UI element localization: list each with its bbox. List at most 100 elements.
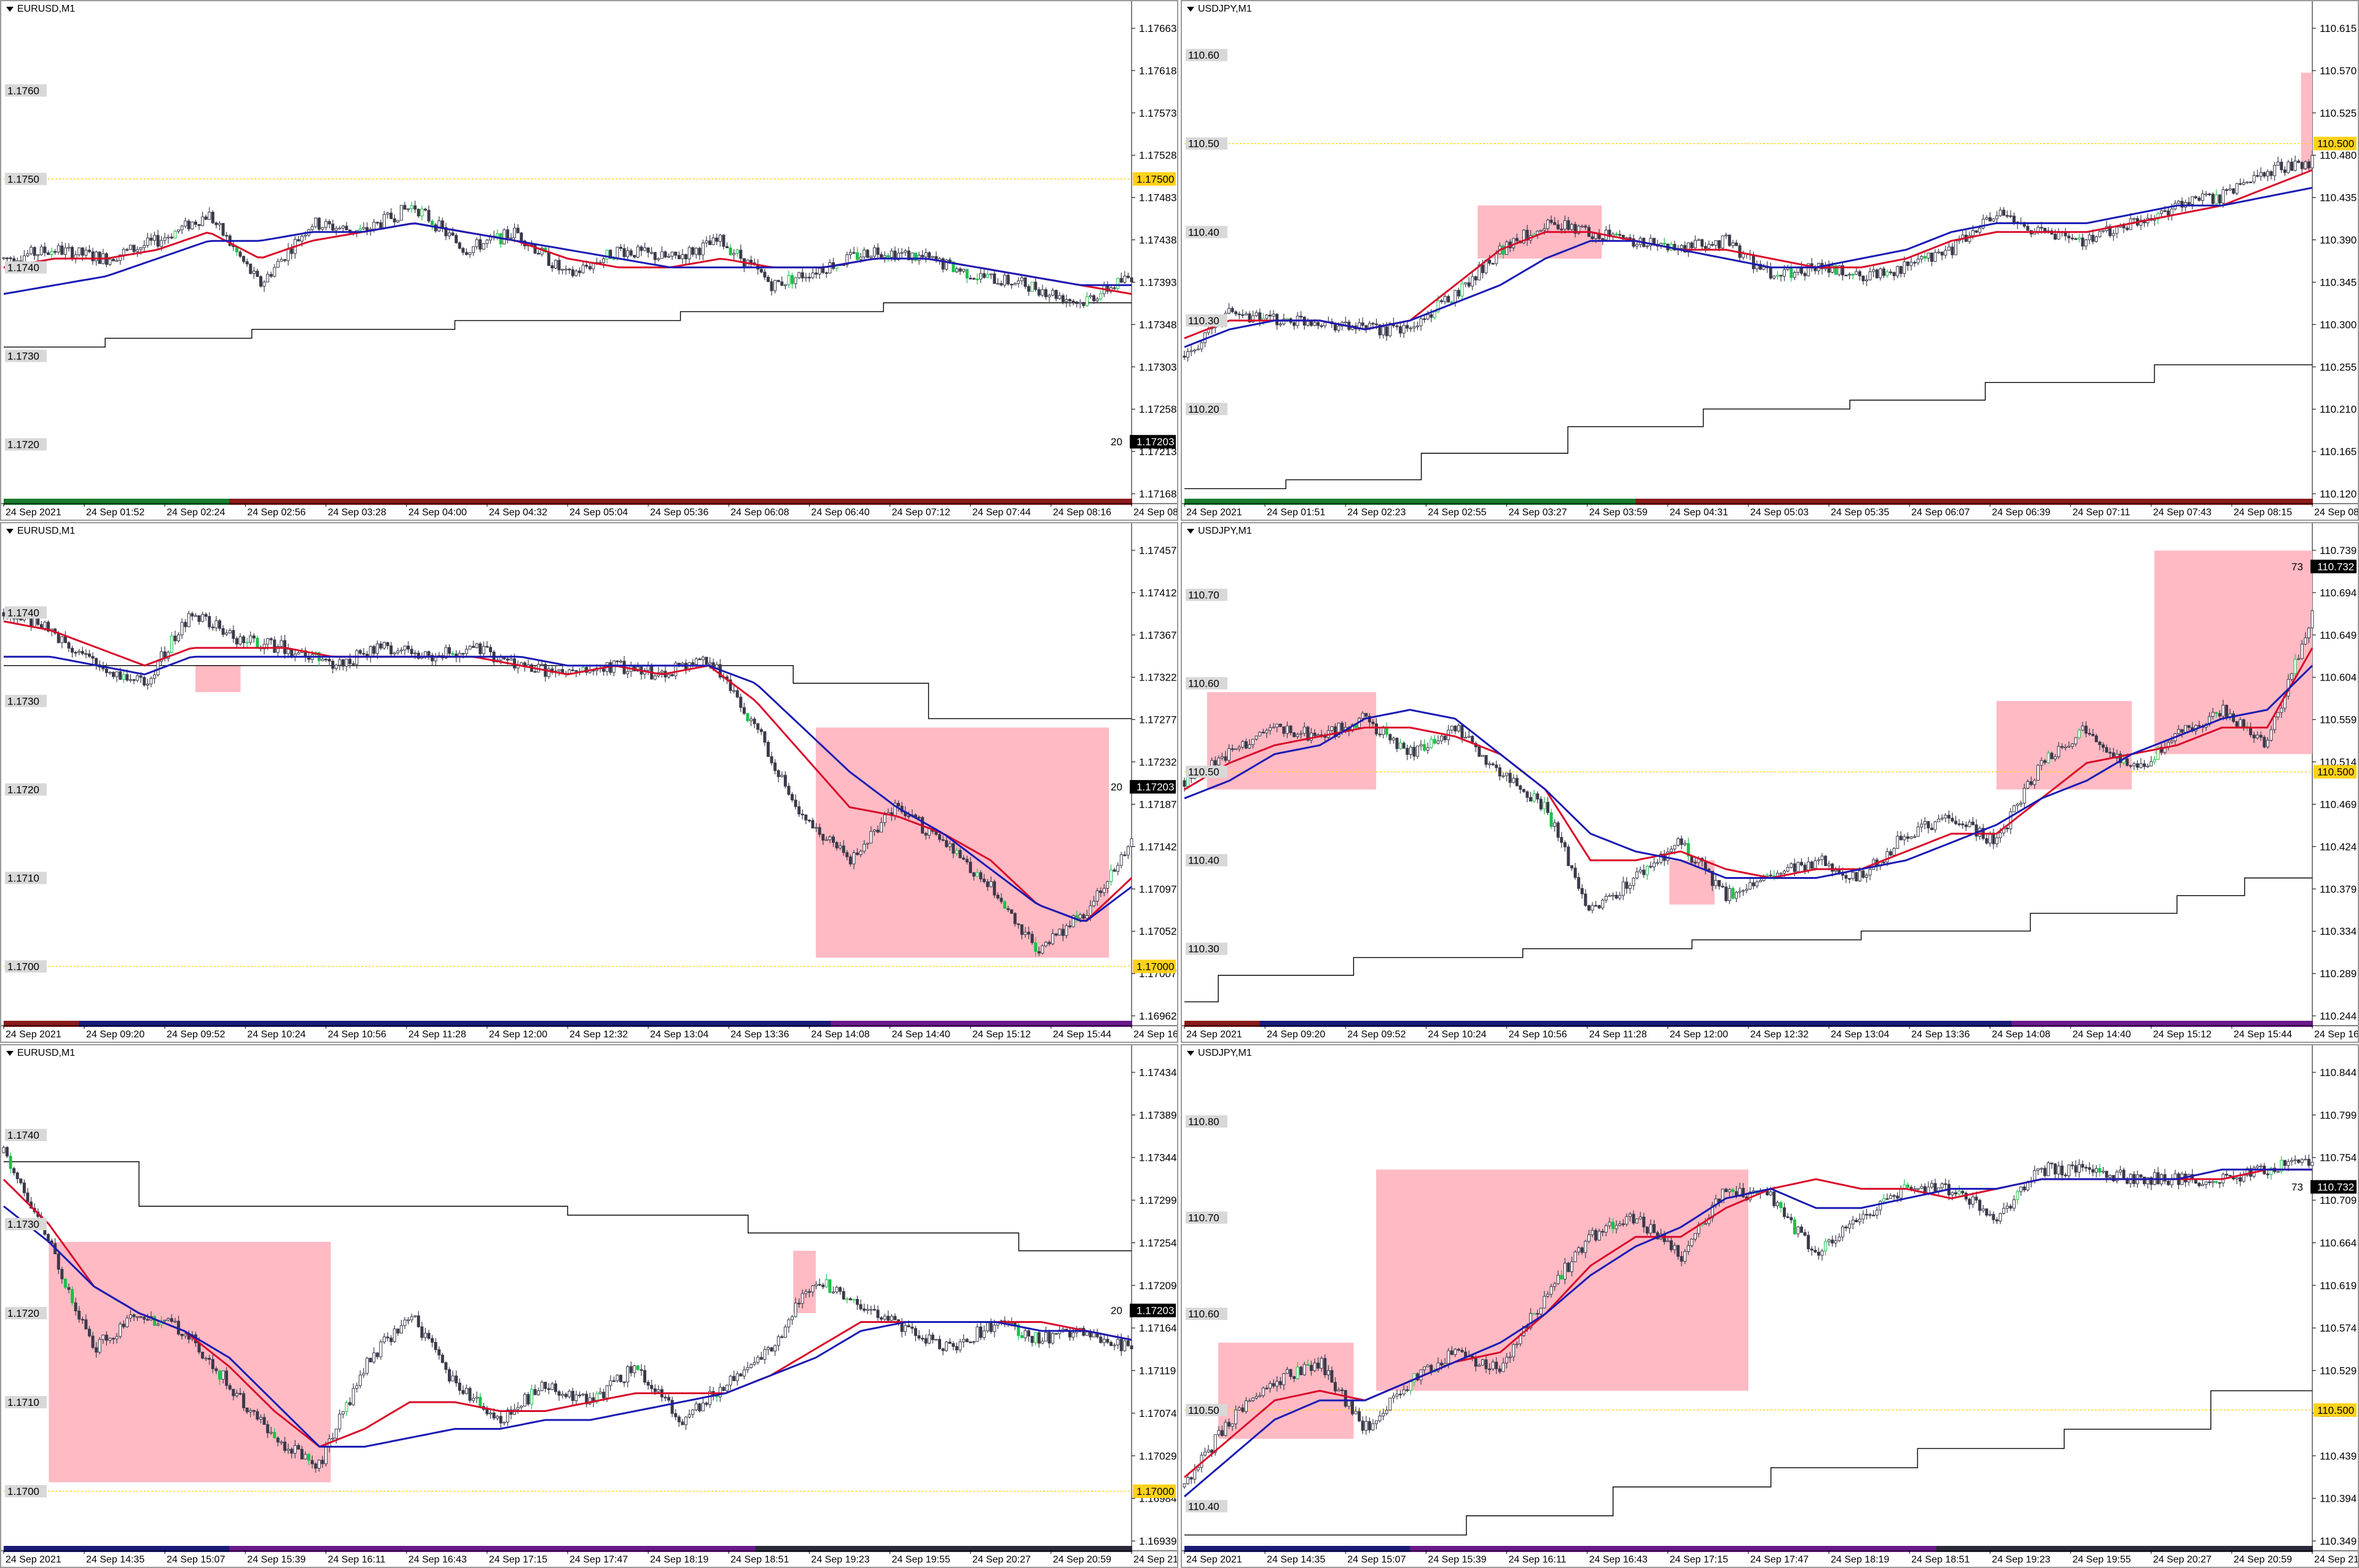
candle bbox=[444, 222, 448, 241]
dropdown-triangle-icon[interactable] bbox=[6, 1050, 14, 1056]
candle bbox=[1457, 287, 1460, 299]
price-tick-label: 1.17618 bbox=[1139, 65, 1176, 77]
time-tick-label: 24 Sep 15:39 bbox=[1428, 1554, 1486, 1565]
candle bbox=[1193, 1464, 1197, 1484]
chart-panel-3[interactable]: 1.1740 1.1730 1.1720 1.1710 1.1700 1.17457 1.1… bbox=[0, 522, 1178, 1043]
candle bbox=[2191, 196, 2194, 209]
time-tick-label: 24 Sep 05:35 bbox=[1831, 507, 1889, 518]
candle bbox=[550, 262, 554, 272]
chart-panel-1[interactable]: 1.1760 1.1750 1.1740 1.1730 1.1720 1.17663 1.1… bbox=[0, 0, 1178, 521]
candle bbox=[904, 1322, 907, 1336]
highlight-zone bbox=[1207, 692, 1377, 790]
candle bbox=[2293, 1155, 2297, 1164]
chart-panel-2[interactable]: 110.60 110.50 110.40 110.30 110.20 110.615 110… bbox=[1181, 0, 2359, 521]
candle bbox=[1710, 1202, 1714, 1222]
candle bbox=[184, 217, 187, 228]
candle bbox=[694, 247, 698, 259]
candle bbox=[640, 666, 643, 680]
candle bbox=[317, 1459, 321, 1472]
candle bbox=[1440, 733, 1444, 744]
candle bbox=[417, 650, 420, 660]
candle bbox=[1085, 292, 1089, 307]
candle bbox=[1549, 215, 1553, 225]
candle bbox=[496, 229, 499, 241]
left-tick-label: 110.60 bbox=[1188, 1308, 1219, 1320]
session-strip-segment bbox=[1861, 1021, 1937, 1027]
candle bbox=[2126, 1177, 2129, 1185]
candle bbox=[777, 1334, 780, 1351]
price-tick-label: 1.17389 bbox=[1139, 1109, 1176, 1121]
candle bbox=[1957, 819, 1961, 827]
session-strip-segment bbox=[1334, 1546, 1411, 1552]
candle bbox=[1313, 1358, 1316, 1373]
candle bbox=[201, 211, 205, 227]
candle bbox=[1272, 310, 1275, 321]
price-tick-label: 110.615 bbox=[2320, 23, 2357, 34]
candle bbox=[818, 1278, 821, 1287]
candle bbox=[1601, 1228, 1605, 1237]
candle bbox=[578, 1391, 582, 1398]
candle bbox=[2087, 230, 2091, 244]
candle bbox=[2105, 220, 2108, 233]
session-strip-segment bbox=[304, 1021, 380, 1027]
dropdown-triangle-icon[interactable] bbox=[1187, 6, 1194, 12]
candle bbox=[204, 1356, 208, 1362]
left-tick-label: 1.1740 bbox=[7, 1129, 39, 1141]
candle bbox=[729, 244, 732, 256]
dropdown-triangle-icon[interactable] bbox=[1187, 1050, 1194, 1056]
candle bbox=[619, 1375, 622, 1383]
candle bbox=[1474, 275, 1477, 286]
left-tick-label: 1.1700 bbox=[7, 1486, 39, 1497]
candle bbox=[1419, 739, 1423, 751]
dropdown-triangle-icon[interactable] bbox=[6, 528, 14, 534]
candle bbox=[958, 267, 962, 275]
candle bbox=[876, 825, 880, 834]
candle bbox=[2300, 161, 2304, 174]
candle bbox=[848, 249, 852, 259]
candle bbox=[266, 271, 270, 283]
candle bbox=[701, 655, 705, 666]
candle bbox=[1601, 898, 1605, 910]
candle bbox=[2242, 179, 2245, 186]
level-tag-box bbox=[1133, 959, 1176, 973]
price-tick-label: 1.17322 bbox=[1139, 672, 1176, 684]
candle bbox=[1618, 1220, 1622, 1227]
candle bbox=[780, 276, 784, 287]
candle bbox=[1580, 224, 1584, 228]
candle bbox=[818, 823, 821, 838]
candle bbox=[420, 1322, 424, 1341]
candle bbox=[568, 268, 571, 275]
chart-panel-4[interactable]: 110.70 110.60 110.50 110.40 110.30 110.739 110… bbox=[1181, 522, 2359, 1043]
candle bbox=[1632, 876, 1635, 891]
candle bbox=[252, 1410, 256, 1416]
candle bbox=[1734, 240, 1738, 246]
candle bbox=[375, 1352, 379, 1360]
candle bbox=[1669, 846, 1673, 854]
candle bbox=[115, 1333, 119, 1344]
candle bbox=[1992, 1211, 1995, 1224]
price-tick-label: 1.17254 bbox=[1139, 1237, 1176, 1249]
session-strip-segment bbox=[229, 1021, 305, 1027]
candle bbox=[2228, 1174, 2232, 1177]
candle bbox=[375, 640, 379, 659]
candle bbox=[2300, 639, 2304, 660]
candle bbox=[451, 1370, 455, 1382]
level-tag: 1.17000 bbox=[1136, 1486, 1174, 1497]
candle bbox=[180, 224, 184, 235]
candle bbox=[1488, 761, 1492, 769]
candle bbox=[1453, 289, 1457, 307]
dropdown-triangle-icon[interactable] bbox=[6, 6, 14, 12]
candle bbox=[787, 1317, 791, 1333]
chart-panel-5[interactable]: 1.1740 1.1730 1.1720 1.1710 1.1700 1.17434 1.1… bbox=[0, 1044, 1178, 1568]
candle bbox=[1793, 1217, 1796, 1235]
session-strip-segment bbox=[304, 499, 380, 505]
chart-panel-6[interactable]: 110.80 110.70 110.60 110.50 110.40 110.844 110… bbox=[1181, 1044, 2359, 1568]
candle bbox=[982, 268, 986, 279]
candle bbox=[1608, 224, 1611, 240]
dropdown-triangle-icon[interactable] bbox=[1187, 528, 1194, 534]
candle bbox=[1961, 821, 1965, 829]
price-tick-label: 1.17187 bbox=[1139, 798, 1176, 810]
candle bbox=[1282, 726, 1286, 737]
candle bbox=[1841, 262, 1844, 281]
candle bbox=[705, 1401, 708, 1407]
